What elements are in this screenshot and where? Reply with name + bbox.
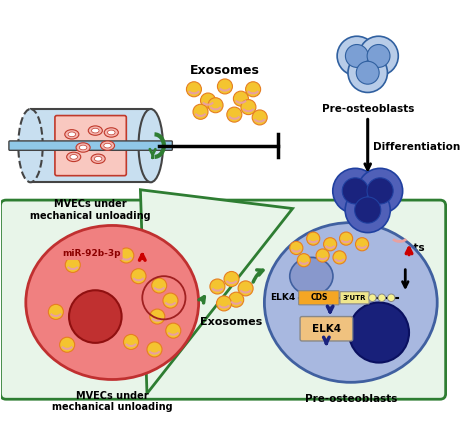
Circle shape	[217, 296, 231, 311]
Circle shape	[307, 232, 320, 245]
Circle shape	[227, 107, 242, 122]
Ellipse shape	[108, 130, 115, 135]
Circle shape	[65, 257, 80, 272]
Circle shape	[367, 45, 390, 67]
Text: Exosomes: Exosomes	[201, 317, 263, 327]
Ellipse shape	[79, 145, 87, 150]
Ellipse shape	[88, 126, 102, 135]
Circle shape	[163, 293, 178, 308]
Ellipse shape	[26, 226, 199, 379]
Circle shape	[238, 281, 253, 296]
Circle shape	[166, 323, 181, 338]
Ellipse shape	[70, 155, 77, 159]
Circle shape	[349, 302, 409, 362]
Text: Differentiation: Differentiation	[374, 142, 461, 152]
Text: ELK4: ELK4	[270, 293, 295, 302]
Circle shape	[241, 100, 256, 115]
Circle shape	[346, 45, 368, 67]
Circle shape	[60, 337, 74, 352]
FancyBboxPatch shape	[55, 115, 126, 176]
Circle shape	[324, 238, 337, 251]
Ellipse shape	[91, 128, 99, 133]
FancyBboxPatch shape	[299, 291, 339, 305]
Ellipse shape	[290, 257, 333, 295]
Circle shape	[378, 294, 385, 301]
Ellipse shape	[65, 130, 79, 139]
Circle shape	[208, 98, 223, 113]
Ellipse shape	[18, 109, 43, 182]
Ellipse shape	[76, 143, 90, 152]
Circle shape	[186, 82, 201, 97]
Circle shape	[333, 251, 346, 264]
Circle shape	[252, 110, 267, 125]
Ellipse shape	[91, 154, 105, 163]
Text: Pre-osteoblasts: Pre-osteoblasts	[305, 394, 397, 404]
Circle shape	[150, 309, 165, 324]
Circle shape	[119, 248, 134, 263]
Circle shape	[339, 232, 353, 245]
Circle shape	[201, 93, 216, 108]
Circle shape	[316, 249, 329, 262]
Circle shape	[333, 168, 378, 213]
Circle shape	[210, 279, 225, 294]
Circle shape	[246, 82, 261, 97]
Ellipse shape	[100, 141, 115, 150]
Circle shape	[193, 104, 208, 119]
Circle shape	[356, 61, 379, 84]
FancyBboxPatch shape	[30, 109, 151, 182]
Circle shape	[147, 342, 162, 357]
Circle shape	[355, 197, 381, 223]
Text: 3’UTR: 3’UTR	[343, 295, 366, 301]
Circle shape	[345, 187, 390, 232]
Circle shape	[297, 253, 310, 267]
Ellipse shape	[68, 132, 75, 137]
Circle shape	[69, 290, 122, 343]
Circle shape	[152, 278, 167, 293]
Text: Pre-osteoblasts: Pre-osteoblasts	[321, 104, 414, 114]
Circle shape	[357, 168, 402, 213]
Circle shape	[356, 238, 369, 251]
Circle shape	[369, 294, 376, 301]
FancyBboxPatch shape	[300, 317, 353, 341]
Text: CDS: CDS	[310, 293, 328, 302]
Text: MVECs under
mechanical unloading: MVECs under mechanical unloading	[30, 199, 151, 221]
Circle shape	[124, 334, 138, 349]
Circle shape	[387, 294, 395, 301]
Circle shape	[228, 292, 244, 307]
Circle shape	[224, 272, 239, 287]
Ellipse shape	[67, 152, 81, 162]
Circle shape	[48, 304, 64, 320]
Circle shape	[233, 91, 248, 106]
Circle shape	[342, 178, 368, 204]
Polygon shape	[140, 190, 292, 394]
Text: miR-92b-3p: miR-92b-3p	[62, 249, 121, 258]
Circle shape	[218, 79, 232, 94]
Circle shape	[131, 269, 146, 284]
Ellipse shape	[104, 143, 111, 148]
Circle shape	[290, 241, 303, 255]
Circle shape	[359, 36, 398, 76]
Text: MVECs under
mechanical unloading: MVECs under mechanical unloading	[52, 391, 173, 412]
Ellipse shape	[138, 109, 163, 182]
Circle shape	[337, 36, 376, 76]
Circle shape	[367, 178, 393, 204]
Text: ELK4: ELK4	[312, 324, 341, 334]
FancyBboxPatch shape	[340, 292, 369, 304]
FancyBboxPatch shape	[0, 200, 446, 399]
Text: Mature-osteoblasts: Mature-osteoblasts	[310, 243, 425, 253]
Circle shape	[348, 53, 387, 93]
Ellipse shape	[264, 223, 437, 382]
Ellipse shape	[104, 128, 118, 137]
Ellipse shape	[94, 157, 102, 161]
FancyBboxPatch shape	[9, 141, 173, 150]
Text: Exosomes: Exosomes	[190, 64, 260, 77]
